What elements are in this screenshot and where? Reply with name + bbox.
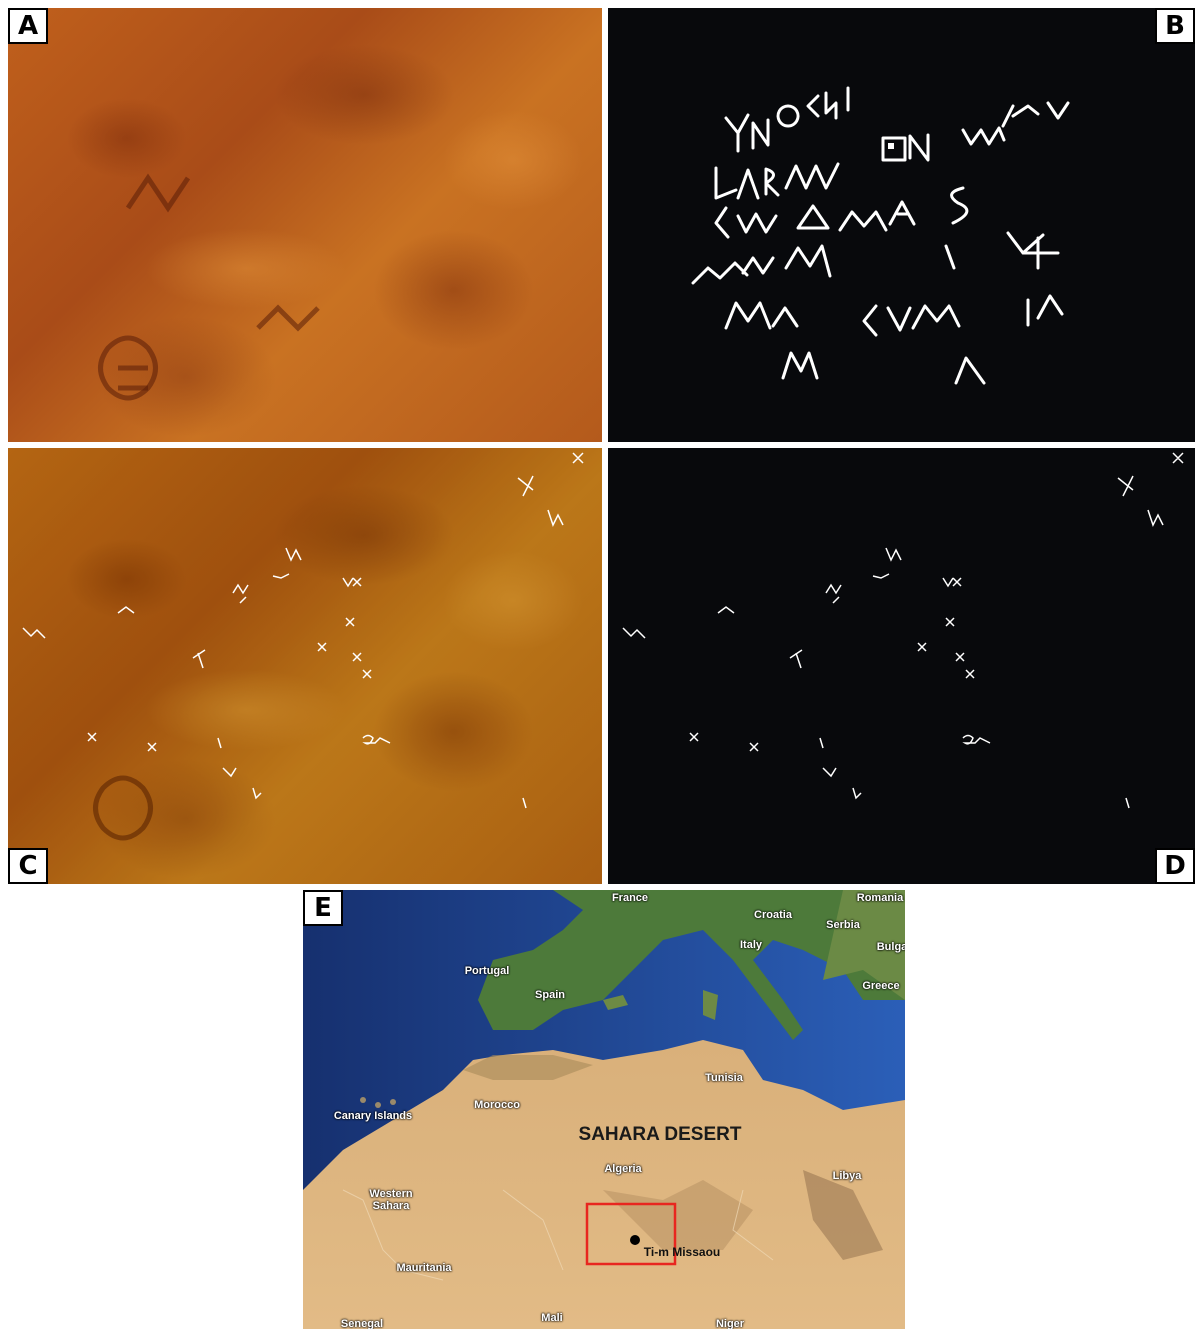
map-label: France (611, 892, 649, 904)
panel-label: E (303, 890, 343, 926)
panel-label: B (1155, 8, 1195, 44)
site-label: Ti-m Missaou (643, 1245, 721, 1259)
map-label: Portugal (464, 965, 510, 977)
map-label: Spain (535, 989, 565, 1001)
map-label: Morocco (474, 1099, 520, 1111)
rock-texture (98, 173, 320, 401)
map-label: Tunisia (705, 1072, 743, 1084)
map-label: Niger (715, 1318, 745, 1329)
map-label: Croatia (754, 909, 792, 921)
map-label: Italy (739, 939, 763, 951)
map-label: Libya (832, 1170, 862, 1182)
map-label: Greece (862, 980, 900, 992)
panel-label: C (8, 848, 48, 884)
map-label: Serbia (826, 919, 860, 931)
tracing-panel: B (608, 8, 1195, 442)
photo-panel: C (8, 448, 602, 884)
map-label: Romania (856, 892, 904, 904)
map-label: Western Sahara (369, 1188, 413, 1212)
map-label: Bulga (876, 941, 905, 953)
panel-label: A (8, 8, 48, 44)
tracing-panel: D (608, 448, 1195, 884)
photo-panel: A (8, 8, 602, 442)
map-label: Canary Islands (333, 1110, 413, 1122)
glyph-tracing (622, 452, 1184, 809)
map-label: Mauritania (396, 1262, 452, 1274)
glyph-tracing (691, 86, 1070, 385)
map-panel: France Romania Croatia Serbia Italy Bulg… (303, 890, 905, 1329)
traced-photo-overlay (22, 452, 584, 841)
map-label: Senegal (340, 1318, 384, 1329)
panel-label: D (1155, 848, 1195, 884)
map (303, 890, 905, 1329)
map-title: SAHARA DESERT (578, 1124, 742, 1145)
map-label: Algeria (604, 1163, 642, 1175)
map-label: Mali (541, 1312, 563, 1324)
